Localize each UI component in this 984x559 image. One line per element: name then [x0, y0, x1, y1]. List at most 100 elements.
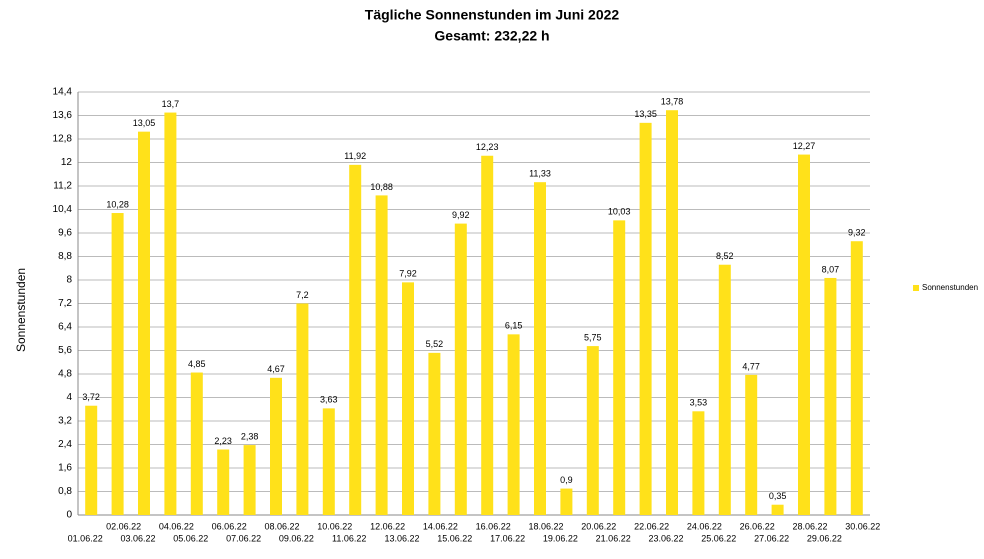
- bar: [613, 220, 626, 515]
- y-tick-label: 7,2: [58, 298, 72, 309]
- bar: [243, 445, 256, 515]
- value-label: 4,67: [267, 364, 285, 374]
- y-tick-label: 9,6: [58, 228, 72, 239]
- x-tick-label: 04.06.22: [159, 521, 194, 531]
- bar: [270, 377, 282, 515]
- bar: [560, 488, 573, 515]
- value-label: 0,35: [769, 491, 787, 501]
- x-tick-label: 19.06.22: [543, 533, 578, 543]
- x-tick-label: 18.06.22: [528, 521, 563, 531]
- value-label: 12,23: [476, 142, 499, 152]
- bar: [798, 154, 810, 515]
- bar: [692, 411, 705, 515]
- y-tick-label: 1,6: [58, 463, 72, 474]
- bar: [85, 405, 98, 515]
- value-label: 11,33: [529, 169, 551, 179]
- value-label: 3,53: [690, 398, 708, 408]
- y-tick-label: 11,2: [53, 181, 72, 192]
- value-label: 9,92: [452, 210, 470, 220]
- bar: [454, 223, 467, 515]
- x-tick-label: 20.06.22: [581, 521, 616, 531]
- x-tick-label: 05.06.22: [173, 533, 208, 543]
- y-tick-label: 2,4: [58, 439, 72, 450]
- x-tick-label: 23.06.22: [648, 533, 683, 543]
- y-tick-label: 6,4: [58, 322, 72, 333]
- y-tick-label: 5,6: [58, 345, 72, 356]
- value-label: 7,2: [296, 290, 309, 300]
- bar: [164, 112, 177, 515]
- x-tick-label: 26.06.22: [740, 521, 775, 531]
- bar: [322, 408, 335, 515]
- bar: [850, 241, 863, 515]
- value-label: 13,7: [162, 99, 180, 109]
- bar: [534, 182, 546, 515]
- x-tick-label: 01.06.22: [68, 533, 103, 543]
- bar: [666, 110, 678, 516]
- x-tick-label: 06.06.22: [212, 521, 247, 531]
- value-label: 12,27: [793, 141, 816, 151]
- y-tick-label: 8: [66, 275, 72, 286]
- y-axis-label: Sonnenstunden: [14, 268, 28, 352]
- bar: [349, 164, 362, 515]
- value-label: 5,75: [584, 332, 602, 342]
- x-tick-label: 07.06.22: [226, 533, 261, 543]
- bar: [639, 122, 652, 515]
- x-tick-label: 13.06.22: [384, 533, 419, 543]
- bar: [402, 282, 414, 515]
- x-tick-label: 24.06.22: [687, 521, 722, 531]
- value-label: 10,03: [608, 207, 631, 217]
- value-label: 5,52: [426, 339, 444, 349]
- y-tick-label: 8,8: [58, 251, 72, 262]
- legend-label: Sonnenstunden: [922, 283, 978, 292]
- x-tick-label: 25.06.22: [701, 533, 736, 543]
- bar: [375, 195, 388, 515]
- bar: [111, 213, 124, 515]
- value-label: 10,28: [106, 199, 129, 209]
- y-tick-label: 10,4: [53, 204, 73, 215]
- legend-swatch: [913, 285, 919, 291]
- y-tick-label: 3,2: [58, 416, 72, 427]
- x-tick-label: 14.06.22: [423, 521, 458, 531]
- value-label: 3,72: [82, 392, 100, 402]
- value-label: 2,23: [214, 436, 232, 446]
- value-label: 0,9: [560, 475, 573, 485]
- value-label: 2,38: [241, 431, 259, 441]
- value-label: 7,92: [399, 269, 417, 279]
- x-tick-label: 10.06.22: [317, 521, 352, 531]
- y-tick-label: 0,8: [58, 486, 72, 497]
- bar: [190, 372, 203, 515]
- bar: [428, 352, 441, 515]
- bar: [296, 303, 309, 515]
- y-tick-label: 12: [61, 157, 73, 168]
- value-label: 9,32: [848, 228, 866, 238]
- y-tick-label: 13,6: [53, 110, 73, 121]
- bar: [745, 374, 758, 515]
- x-tick-label: 15.06.22: [437, 533, 472, 543]
- bar: [138, 131, 150, 515]
- value-label: 4,77: [742, 361, 760, 371]
- bar: [507, 334, 520, 515]
- value-label: 13,35: [634, 109, 657, 119]
- y-tick-label: 4: [66, 392, 72, 403]
- x-tick-label: 27.06.22: [754, 533, 789, 543]
- x-tick-label: 11.06.22: [332, 533, 366, 543]
- value-label: 11,92: [344, 151, 366, 161]
- y-tick-label: 4,8: [58, 369, 72, 380]
- value-label: 13,05: [133, 118, 156, 128]
- value-label: 10,88: [370, 182, 393, 192]
- x-tick-label: 12.06.22: [370, 521, 405, 531]
- y-tick-label: 12,8: [53, 134, 73, 145]
- x-tick-label: 09.06.22: [279, 533, 314, 543]
- value-label: 8,07: [822, 264, 840, 274]
- x-tick-label: 03.06.22: [120, 533, 155, 543]
- x-tick-label: 22.06.22: [634, 521, 669, 531]
- x-tick-label: 29.06.22: [807, 533, 842, 543]
- bar: [824, 277, 837, 515]
- x-tick-label: 21.06.22: [596, 533, 631, 543]
- bar: [586, 346, 599, 515]
- value-label: 3,63: [320, 395, 338, 405]
- chart-title: Tägliche Sonnenstunden im Juni 2022: [365, 7, 620, 23]
- y-tick-label: 0: [66, 510, 72, 521]
